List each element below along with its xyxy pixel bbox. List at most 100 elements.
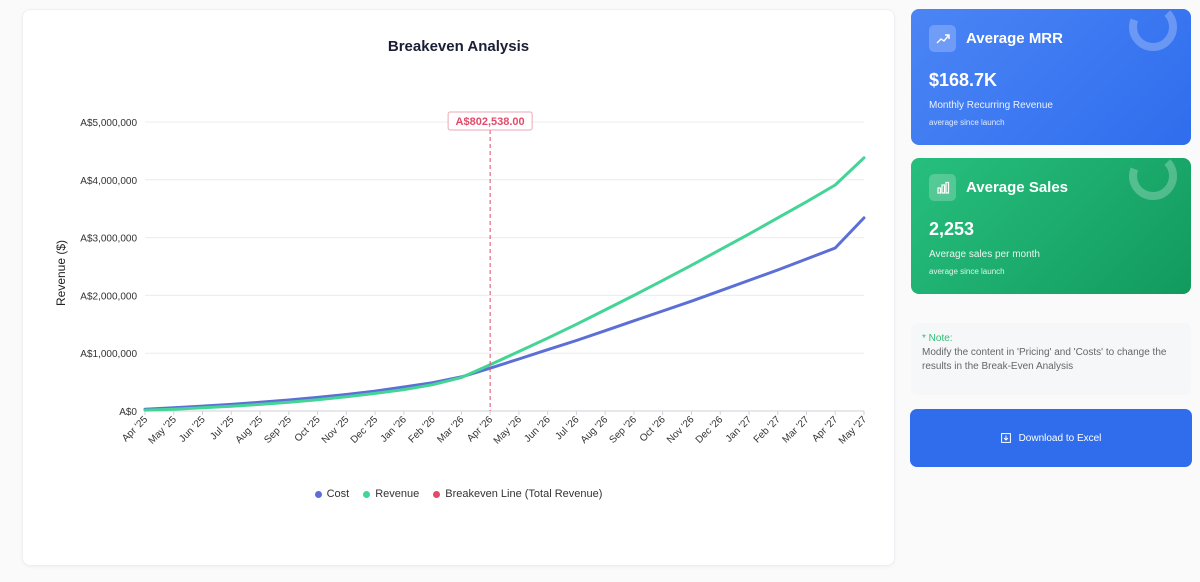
legend-dot-icon — [314, 490, 322, 498]
data-point-cost — [805, 258, 808, 260]
x-tick-label: Sep '25 — [262, 414, 294, 446]
x-tick-label: Oct '25 — [293, 414, 323, 444]
data-point-revenue — [633, 294, 635, 297]
data-point-cost — [374, 390, 376, 392]
data-point-cost — [776, 269, 779, 271]
data-point-cost — [259, 401, 261, 404]
x-tick-label: Aug '26 — [579, 414, 611, 446]
legend-label-revenue: Revenue — [375, 488, 420, 500]
data-point-revenue — [518, 350, 520, 353]
data-point-revenue — [546, 337, 549, 339]
x-tick-label: May '25 — [147, 414, 180, 447]
data-point-cost — [288, 399, 290, 401]
x-tick-label: Apr '25 — [120, 414, 150, 444]
data-point-revenue — [374, 392, 376, 395]
x-tick-label: Feb '26 — [407, 414, 438, 445]
x-tick-label: Dec '26 — [694, 414, 726, 446]
legend-dot-icon — [363, 490, 371, 498]
x-tick-label: Nov '26 — [665, 414, 697, 446]
data-point-cost — [633, 320, 635, 322]
x-tick-label: Dec '25 — [349, 414, 381, 446]
data-point-revenue — [834, 184, 837, 186]
note-label: * Note: — [922, 333, 953, 344]
data-point-revenue — [288, 401, 290, 404]
x-tick-label: Jun '25 — [177, 414, 208, 445]
data-point-revenue — [431, 383, 434, 386]
x-tick-label: Jan '27 — [724, 414, 755, 445]
x-tick-label: Mar '27 — [780, 414, 811, 445]
y-tick-label: A$0 — [119, 407, 137, 418]
data-point-cost — [403, 386, 405, 388]
x-tick-label: Mar '26 — [435, 414, 466, 445]
y-tick-label: A$3,000,000 — [80, 234, 137, 245]
legend-item-revenue[interactable]: Revenue — [363, 488, 419, 500]
data-point-revenue — [201, 407, 204, 409]
data-point-revenue — [144, 409, 146, 411]
y-tick-label: A$1,000,000 — [80, 349, 137, 360]
data-point-cost — [546, 348, 549, 351]
sales-card-title: Average Sales — [966, 179, 1069, 196]
legend-label-cost: Cost — [326, 488, 350, 500]
data-point-revenue — [230, 405, 233, 408]
data-point-revenue — [403, 388, 405, 391]
data-point-revenue — [604, 309, 606, 311]
legend-item-breakeven[interactable]: Breakeven Line (Total Revenue) — [433, 488, 602, 500]
data-point-revenue — [719, 248, 721, 251]
legend-item-cost[interactable]: Cost — [314, 488, 350, 500]
decorative-ring-icon — [1129, 158, 1177, 200]
data-point-revenue — [776, 217, 779, 219]
data-point-revenue — [748, 233, 750, 235]
x-tick-label: Aug '25 — [234, 414, 266, 446]
data-point-cost — [575, 339, 578, 342]
x-tick-label: May '27 — [837, 414, 870, 447]
bar-chart-icon — [929, 174, 956, 201]
data-point-revenue — [259, 403, 261, 406]
y-tick-label: A$2,000,000 — [80, 291, 137, 302]
download-button-label: Download to Excel — [1018, 432, 1102, 444]
data-point-cost — [345, 393, 348, 396]
average-mrr-card: Average MRR $168.7K Monthly Recurring Re… — [911, 9, 1191, 145]
y-tick-label: A$4,000,000 — [80, 176, 137, 187]
data-point-revenue — [460, 376, 463, 379]
data-point-cost — [834, 247, 837, 249]
y-tick-label: A$5,000,000 — [80, 118, 137, 129]
series-line-revenue — [143, 156, 866, 412]
mrr-subtitle: Monthly Recurring Revenue — [929, 100, 1053, 111]
chart-title: Breakeven Analysis — [387, 38, 530, 55]
sales-value: 2,253 — [929, 219, 975, 239]
data-point-revenue — [316, 398, 319, 401]
data-point-cost — [748, 279, 750, 282]
legend-dot-icon — [433, 490, 441, 498]
sales-subtitle: Average sales per month — [929, 249, 1040, 260]
mrr-value: $168.7K — [929, 70, 998, 90]
sales-footer: average since launch — [929, 267, 1005, 276]
x-tick-label: Apr '26 — [465, 414, 495, 444]
data-point-cost — [719, 289, 721, 292]
breakeven-line-chart: A$0 A$1,000,000 A$2,000,000 A$3,000,000 A$4,… — [80, 111, 870, 447]
chart-legend: Cost Revenue Breakeven Line (Total Reven… — [23, 488, 894, 500]
note-text: Modify the content in 'Pricing' and 'Cos… — [922, 347, 1167, 372]
download-excel-button[interactable]: Download to Excel — [910, 409, 1192, 467]
breakeven-chart-card: Breakeven Analysis Revenue ($) A$0 A$1,00… — [22, 9, 895, 566]
data-point-revenue — [863, 157, 865, 159]
average-sales-card: Average Sales 2,253 Average sales per mo… — [911, 158, 1191, 294]
data-point-revenue — [172, 408, 175, 410]
legend-label-breakeven: Breakeven Line (Total Revenue) — [445, 488, 603, 500]
breakeven-label: A$802,538.00 — [456, 116, 525, 128]
note-box: * Note: Modify the content in 'Pricing' … — [911, 323, 1191, 395]
x-tick-label: Jun '26 — [522, 414, 553, 445]
trending-up-icon — [929, 25, 956, 52]
series-line-cost — [143, 216, 866, 411]
data-point-revenue — [575, 323, 578, 326]
x-tick-label: Sep '26 — [607, 414, 639, 446]
data-point-cost — [230, 403, 233, 406]
mrr-card-title: Average MRR — [966, 30, 1063, 47]
data-point-cost — [863, 217, 865, 219]
data-point-revenue — [690, 264, 693, 267]
data-point-revenue — [345, 396, 348, 398]
x-tick-label: Oct '26 — [638, 414, 668, 444]
mrr-footer: average since launch — [929, 118, 1005, 127]
download-icon — [1000, 433, 1011, 443]
data-point-cost — [690, 300, 693, 302]
data-point-cost — [316, 396, 319, 399]
